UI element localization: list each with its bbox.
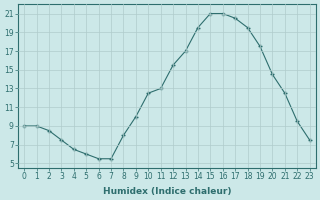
X-axis label: Humidex (Indice chaleur): Humidex (Indice chaleur): [103, 187, 231, 196]
